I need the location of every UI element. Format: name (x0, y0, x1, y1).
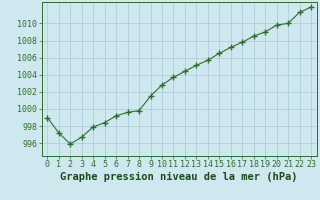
X-axis label: Graphe pression niveau de la mer (hPa): Graphe pression niveau de la mer (hPa) (60, 172, 298, 182)
